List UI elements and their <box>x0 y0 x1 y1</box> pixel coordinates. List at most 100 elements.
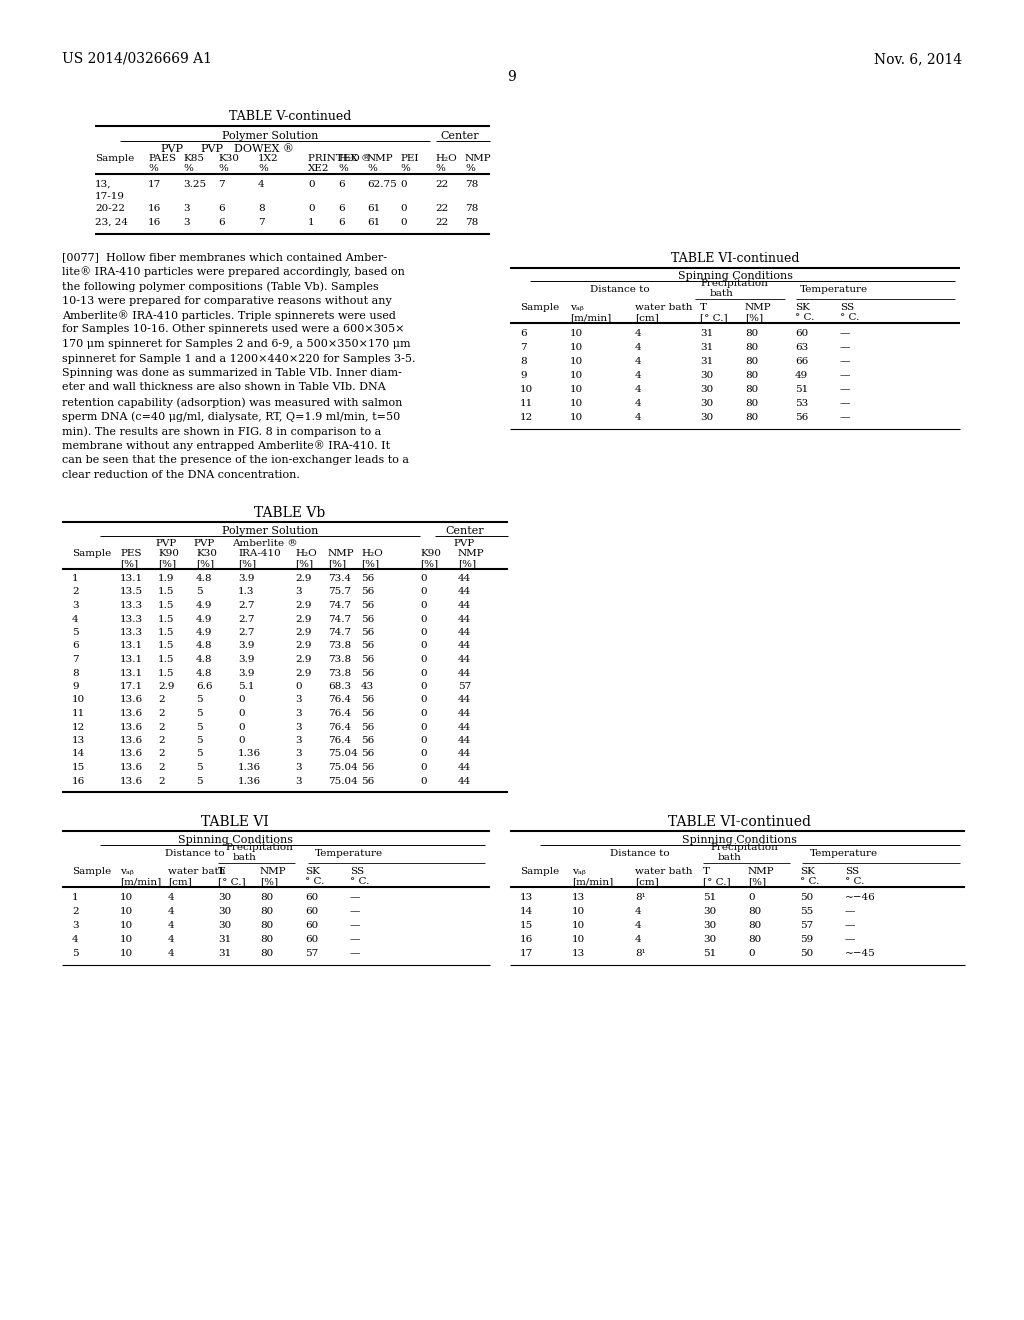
Text: [%]: [%] <box>458 558 476 568</box>
Text: 2.9: 2.9 <box>295 628 311 638</box>
Text: 10: 10 <box>520 385 534 393</box>
Text: 53: 53 <box>795 399 808 408</box>
Text: 17.1: 17.1 <box>120 682 143 690</box>
Text: 1.5: 1.5 <box>158 615 174 623</box>
Text: 73.8: 73.8 <box>328 642 351 651</box>
Text: NMP: NMP <box>458 549 484 558</box>
Text: 13.3: 13.3 <box>120 628 143 638</box>
Text: 1.5: 1.5 <box>158 601 174 610</box>
Text: 1X2: 1X2 <box>258 154 279 162</box>
Text: 4.9: 4.9 <box>196 601 213 610</box>
Text: 3: 3 <box>295 776 302 785</box>
Text: 3: 3 <box>295 709 302 718</box>
Text: —: — <box>840 343 850 352</box>
Text: 3: 3 <box>295 737 302 744</box>
Text: 0: 0 <box>400 205 407 213</box>
Text: H₂O: H₂O <box>295 549 316 558</box>
Text: 3: 3 <box>183 218 189 227</box>
Text: [m/min]: [m/min] <box>120 876 161 886</box>
Text: 80: 80 <box>748 935 761 944</box>
Text: 76.4: 76.4 <box>328 737 351 744</box>
Text: 4: 4 <box>72 935 79 944</box>
Text: 57: 57 <box>305 949 318 958</box>
Text: 2: 2 <box>72 907 79 916</box>
Text: 4: 4 <box>635 413 642 422</box>
Text: %: % <box>183 164 193 173</box>
Text: K90: K90 <box>420 549 441 558</box>
Text: [%]: [%] <box>196 558 214 568</box>
Text: 56: 56 <box>361 642 374 651</box>
Text: Sample: Sample <box>72 549 112 558</box>
Text: 16: 16 <box>148 218 161 227</box>
Text: 61: 61 <box>367 218 380 227</box>
Text: DOWEX ®: DOWEX ® <box>234 144 294 154</box>
Text: [%]: [%] <box>420 558 438 568</box>
Text: Distance to: Distance to <box>590 285 649 294</box>
Text: 2: 2 <box>158 750 165 759</box>
Text: SS: SS <box>350 867 365 876</box>
Text: 31: 31 <box>700 356 714 366</box>
Text: 2.7: 2.7 <box>238 628 255 638</box>
Text: 22: 22 <box>435 205 449 213</box>
Text: 4: 4 <box>168 949 175 958</box>
Text: 76.4: 76.4 <box>328 722 351 731</box>
Text: 4.8: 4.8 <box>196 655 213 664</box>
Text: Sample: Sample <box>72 867 112 876</box>
Text: 0: 0 <box>420 574 427 583</box>
Text: 44: 44 <box>458 776 471 785</box>
Text: eter and wall thickness are also shown in Table VIb. DNA: eter and wall thickness are also shown i… <box>62 383 386 392</box>
Text: 4: 4 <box>258 180 264 189</box>
Text: 76.4: 76.4 <box>328 696 351 705</box>
Text: 4: 4 <box>72 615 79 623</box>
Text: 16: 16 <box>72 776 85 785</box>
Text: 57: 57 <box>800 921 813 931</box>
Text: 80: 80 <box>745 413 758 422</box>
Text: 80: 80 <box>748 907 761 916</box>
Text: %: % <box>218 164 228 173</box>
Text: 13.6: 13.6 <box>120 696 143 705</box>
Text: 1.5: 1.5 <box>158 668 174 677</box>
Text: ° C.: ° C. <box>840 313 859 322</box>
Text: 13: 13 <box>72 737 85 744</box>
Text: Nov. 6, 2014: Nov. 6, 2014 <box>873 51 962 66</box>
Text: 4: 4 <box>635 385 642 393</box>
Text: 56: 56 <box>361 763 374 772</box>
Text: PRINTEX ®: PRINTEX ® <box>308 154 372 162</box>
Text: Sample: Sample <box>95 154 134 162</box>
Text: 14: 14 <box>72 750 85 759</box>
Text: 56: 56 <box>361 776 374 785</box>
Text: 31: 31 <box>700 343 714 352</box>
Text: 0: 0 <box>420 722 427 731</box>
Text: 8: 8 <box>258 205 264 213</box>
Text: %: % <box>367 164 377 173</box>
Text: Sample: Sample <box>520 304 559 312</box>
Text: [m/min]: [m/min] <box>570 313 611 322</box>
Text: K30: K30 <box>218 154 239 162</box>
Text: %: % <box>338 164 348 173</box>
Text: 4: 4 <box>635 371 642 380</box>
Text: 56: 56 <box>361 750 374 759</box>
Text: 6: 6 <box>72 642 79 651</box>
Text: 76.4: 76.4 <box>328 709 351 718</box>
Text: 43: 43 <box>361 682 374 690</box>
Text: 80: 80 <box>260 949 273 958</box>
Text: 10: 10 <box>570 399 584 408</box>
Text: 80: 80 <box>748 921 761 931</box>
Text: 74.7: 74.7 <box>328 601 351 610</box>
Text: 0: 0 <box>308 205 314 213</box>
Text: 8: 8 <box>72 668 79 677</box>
Text: Distance to: Distance to <box>610 849 670 858</box>
Text: 4.9: 4.9 <box>196 615 213 623</box>
Text: 10: 10 <box>570 385 584 393</box>
Text: 3.9: 3.9 <box>238 642 255 651</box>
Text: 4.8: 4.8 <box>196 668 213 677</box>
Text: Polymer Solution: Polymer Solution <box>222 525 318 536</box>
Text: 0: 0 <box>238 722 245 731</box>
Text: 30: 30 <box>700 371 714 380</box>
Text: 8¹: 8¹ <box>635 949 646 958</box>
Text: 13.6: 13.6 <box>120 750 143 759</box>
Text: 2.7: 2.7 <box>238 615 255 623</box>
Text: 50: 50 <box>800 894 813 902</box>
Text: ~−46: ~−46 <box>845 894 876 902</box>
Text: ° C.: ° C. <box>305 876 325 886</box>
